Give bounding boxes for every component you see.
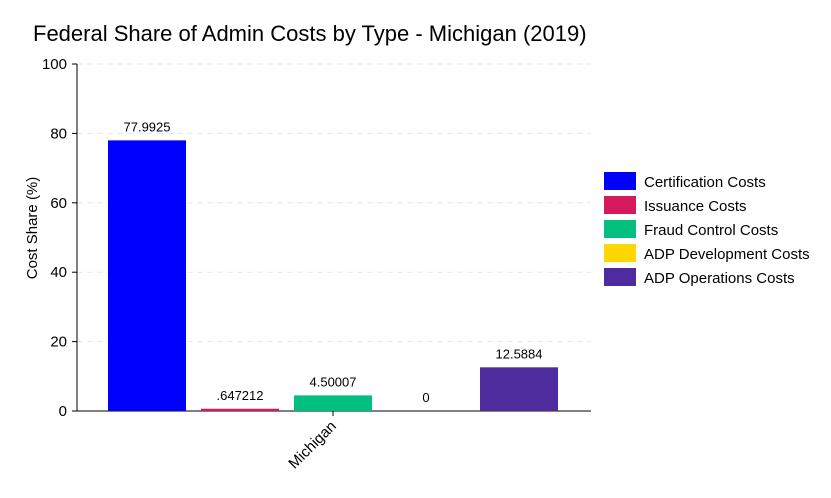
y-tick-label: 20 — [50, 334, 67, 351]
data-labels: 77.9925 .647212 4.50007 0 12.5884 — [124, 119, 543, 405]
legend-label: Issuance Costs — [644, 198, 747, 215]
legend-item: Certification Costs — [604, 172, 766, 191]
y-tick-label: 40 — [50, 264, 67, 281]
data-label: .647212 — [217, 388, 264, 403]
legend-swatch — [604, 244, 636, 262]
legend-label: Certification Costs — [644, 174, 766, 191]
legend: Certification Costs Issuance Costs Fraud C… — [604, 172, 810, 287]
data-label: 0 — [422, 390, 429, 405]
data-label: 12.5884 — [496, 346, 543, 361]
legend-item: ADP Operations Costs — [604, 268, 795, 287]
bar — [201, 408, 279, 411]
legend-item: Issuance Costs — [604, 196, 747, 215]
data-label: 77.9925 — [124, 119, 171, 134]
x-tick-label: Michigan — [285, 418, 339, 472]
legend-label: ADP Development Costs — [644, 246, 810, 263]
legend-label: Fraud Control Costs — [644, 222, 778, 239]
legend-label: ADP Operations Costs — [644, 270, 795, 287]
bar — [480, 367, 558, 411]
y-tick-label: 0 — [59, 403, 67, 420]
y-tick-label: 60 — [50, 195, 67, 212]
legend-swatch — [604, 172, 636, 190]
y-tick-label: 80 — [50, 125, 67, 142]
data-label: 4.50007 — [310, 374, 357, 389]
chart-title: Federal Share of Admin Costs by Type - M… — [33, 21, 587, 46]
bars — [108, 140, 558, 411]
bar — [108, 140, 186, 411]
legend-item: ADP Development Costs — [604, 244, 810, 263]
bar — [294, 395, 372, 411]
y-tick-label: 100 — [42, 56, 67, 73]
legend-swatch — [604, 268, 636, 286]
legend-swatch — [604, 196, 636, 214]
legend-swatch — [604, 220, 636, 238]
legend-item: Fraud Control Costs — [604, 220, 778, 239]
y-axis-label: Cost Share (%) — [24, 177, 41, 280]
